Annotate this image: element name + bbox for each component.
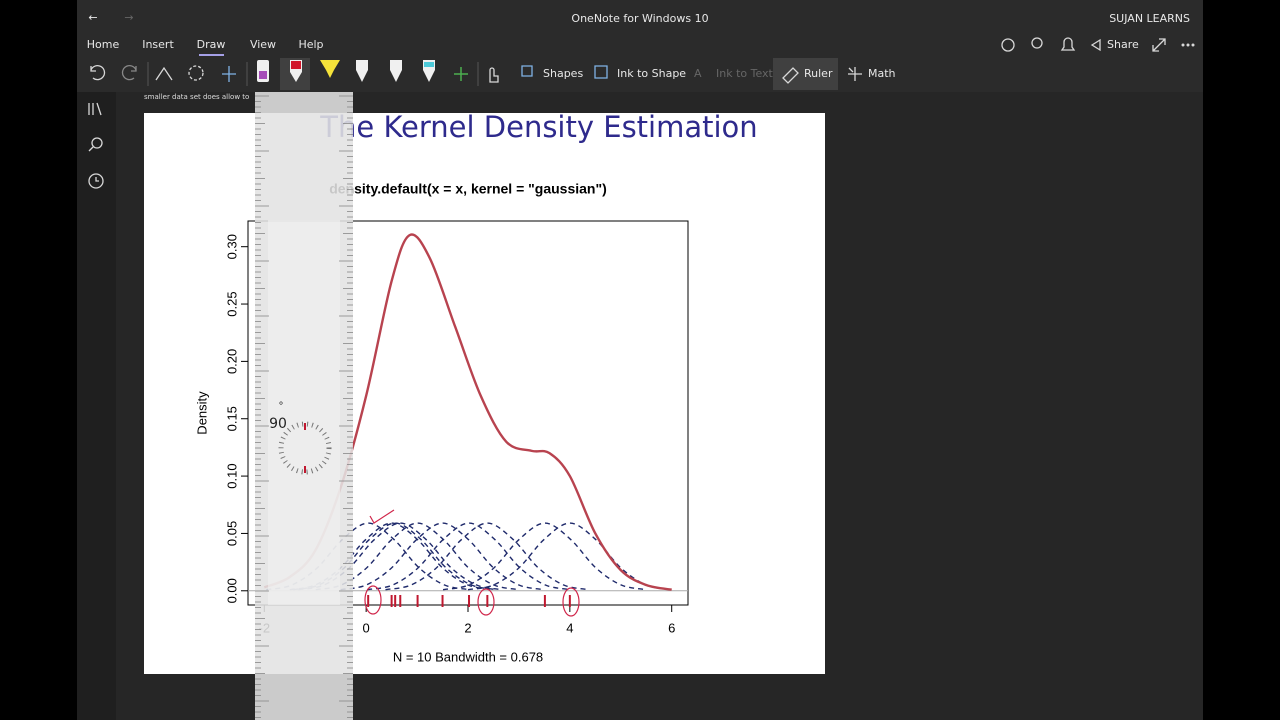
ink-to-shape-button[interactable]: Ink to Shape [617,67,686,80]
y-tick-label: 0.30 [224,234,239,259]
pen[interactable] [390,60,402,82]
search-icon[interactable] [91,137,103,149]
tab-underline [199,54,224,56]
x-tick-label: 2 [464,620,471,635]
ink-circle [477,588,495,616]
recent-icon[interactable] [88,173,104,189]
ruler-band [268,220,340,605]
y-tick-label: 0.10 [224,463,239,488]
x-axis-label: N = 10 Bandwidth = 0.678 [393,649,543,664]
chart-title: density.default(x = x, kernel = "gaussia… [329,181,607,197]
kernel-curve [293,522,498,591]
clock-hands [95,177,99,182]
tab[interactable]: Insert [142,38,174,51]
x-tick-label: 6 [668,620,675,635]
pencil[interactable] [356,60,368,82]
highlighter[interactable] [320,60,340,78]
protractor [278,421,332,475]
ruler-icon[interactable] [782,67,799,84]
tab[interactable]: View [250,38,276,51]
more-icon[interactable] [1181,43,1195,47]
eraser[interactable] [222,66,236,82]
y-tick-label: 0.20 [224,349,239,374]
ruler-degree: ° [279,401,284,412]
add-space[interactable] [188,65,204,81]
y-axis-label: Density [194,391,209,435]
touch-draw[interactable] [489,67,499,83]
y-tick-label: 0.15 [224,406,239,431]
share-button[interactable]: Share [1107,38,1139,51]
pen-color [424,62,434,67]
slide-title: The Kernel Density Estimation [319,110,757,144]
ink-check [369,509,395,524]
pen-color [291,61,301,69]
shapes-button[interactable]: Shapes [543,67,583,80]
bell-icon[interactable] [1060,37,1076,51]
ink-to-shape-icon[interactable] [594,65,608,79]
ink-to-text-button[interactable]: Ink to Text [716,67,774,80]
tab[interactable]: Help [298,38,323,51]
idea-icon[interactable] [1031,37,1043,49]
toolbar: Shapes Ink to Shape A Ink to Text Ruler … [90,58,896,90]
kernel-curve [367,522,571,591]
window-title: OneNote for Windows 10 [571,12,708,25]
ink-annotations [364,509,580,617]
y-tick-label: 0.00 [224,578,239,603]
chart: density.default(x = x, kernel = "gaussia… [194,181,689,664]
kernel-curve [289,522,494,591]
tab[interactable]: Home [87,38,120,51]
y-tick-label: 0.25 [224,291,239,316]
top-right-icons: Share [1001,37,1195,52]
search-handle [88,146,94,152]
ink-circle [562,587,580,617]
lasso[interactable] [155,66,173,81]
nav-icons [88,102,104,189]
ruler: 90 ° [255,92,353,720]
ruler-angle: 90 [269,416,287,432]
shapes-icon[interactable] [521,65,533,77]
pen-color [259,71,267,79]
notebooks-icon[interactable] [88,102,102,116]
slide [144,113,825,674]
kernel-curve [315,522,520,591]
math-button[interactable]: Math [868,67,896,80]
y-tick-label: 0.05 [224,521,239,546]
x-tick-label: 4 [566,620,573,635]
redo[interactable] [121,64,137,81]
kernel-curve [385,522,590,591]
forward-button[interactable]: → [124,11,133,24]
back-button[interactable]: ← [88,11,97,24]
kernel-curve [266,522,471,591]
kernel-curve [442,522,647,591]
kernel-curve [298,522,503,591]
nav-bar [77,92,116,720]
undo[interactable] [90,64,106,81]
ink-to-text-icon: A [694,67,702,80]
add-pen[interactable] [454,67,468,81]
ruler-active [773,58,838,90]
x-tick-label: 0 [363,620,370,635]
share-icon[interactable] [1090,38,1101,52]
tab-active[interactable]: Draw [197,38,226,51]
user-name[interactable]: SUJAN LEARNS [1109,12,1190,25]
fullscreen-icon[interactable] [1152,38,1166,52]
ruler-button[interactable]: Ruler [804,67,833,80]
kernel-curve [340,522,545,591]
math-icon[interactable] [848,67,862,81]
ink-circle [364,585,382,615]
sync-icon[interactable] [1001,38,1015,52]
note-text: smaller data set does allow to [144,93,249,101]
